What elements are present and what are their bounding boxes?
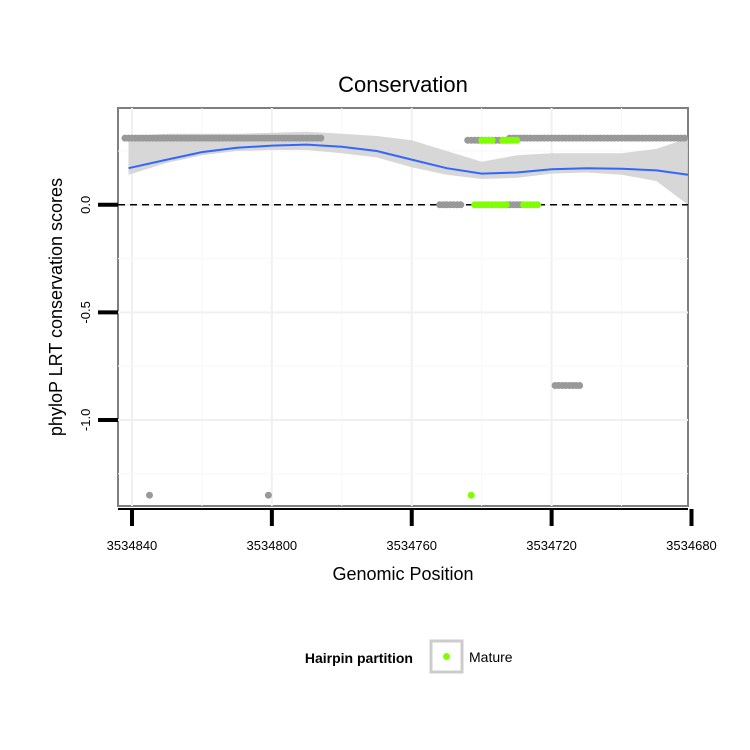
point-other: [681, 134, 688, 142]
point-mature: [513, 136, 521, 144]
y-axis-title: phyloP LRT conservation scores: [46, 178, 66, 436]
x-tick-label: 3534760: [386, 538, 437, 553]
legend-key-mature: [443, 653, 450, 660]
legend-label-mature: Mature: [469, 649, 513, 665]
x-tick-label: 3534720: [526, 538, 577, 553]
smooth-confidence-band: [128, 131, 688, 205]
smooth-line: [128, 143, 689, 176]
point-mature: [488, 136, 496, 144]
x-tick-label: 3534800: [247, 538, 298, 553]
point-other: [317, 134, 325, 142]
smooth-band-area: [128, 131, 688, 205]
x-axis-title: Genomic Position: [332, 564, 473, 584]
point-other: [576, 382, 584, 389]
point-mature: [502, 201, 510, 209]
y-tick-label: -1.0: [78, 409, 93, 431]
point-other: [264, 491, 272, 499]
chart-title: Conservation: [338, 72, 468, 97]
y-axis: 0.0 -0.5 -1.0: [78, 196, 118, 431]
y-tick-label: -0.5: [78, 301, 93, 323]
smooth-trend-line: [128, 143, 689, 176]
point-other: [146, 491, 153, 499]
legend-title: Hairpin partition: [305, 650, 413, 666]
x-axis: 3534840 3534800 3534760 3534720 3534680: [107, 508, 717, 553]
data-points: [121, 134, 688, 499]
point-other: [457, 201, 465, 209]
y-tick-label: 0.0: [78, 196, 93, 214]
x-tick-label: 3534680: [666, 538, 717, 553]
point-mature: [534, 201, 542, 209]
x-tick-label: 3534840: [107, 538, 158, 553]
point-mature: [467, 491, 475, 499]
legend: Hairpin partition Mature: [305, 639, 513, 674]
plot-panel: [117, 107, 689, 507]
